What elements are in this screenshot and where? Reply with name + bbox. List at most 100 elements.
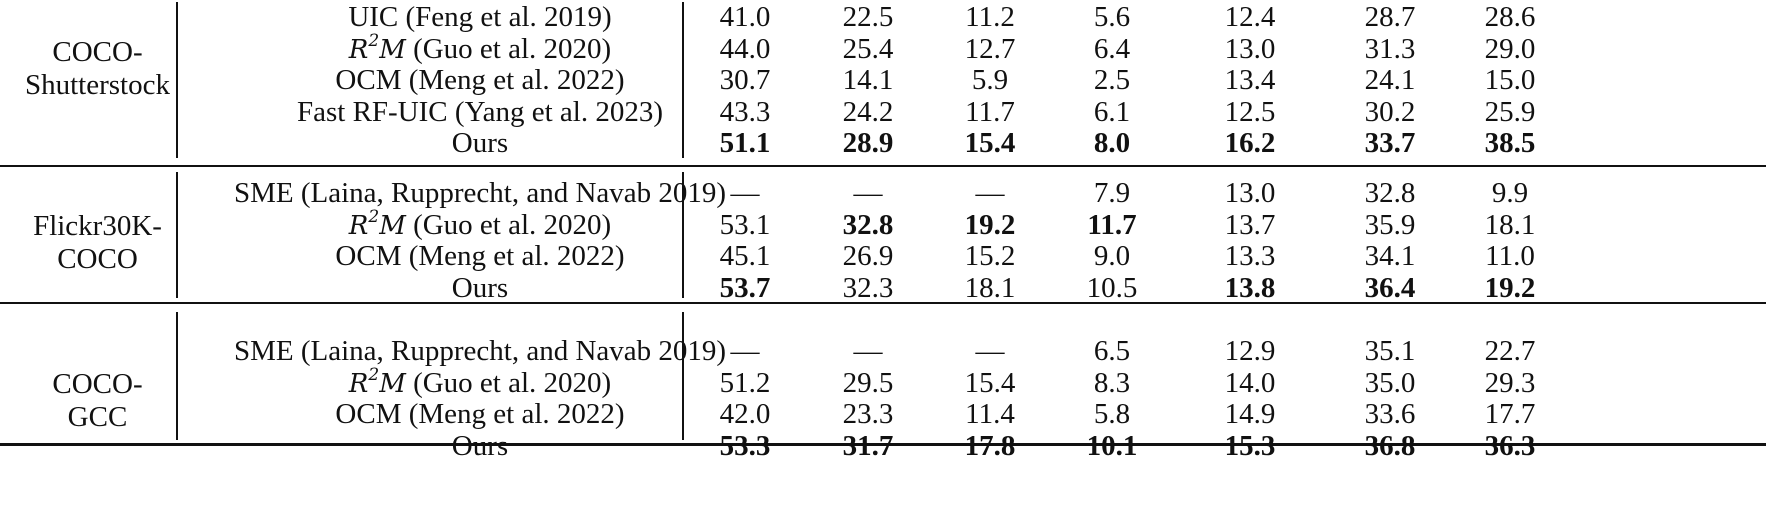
table-row: OCM (Meng et al. 2022) 45.1 26.9 15.2 9.0 13.… — [0, 239, 1766, 274]
method-name: R2M (Guo et al. 2020) — [205, 208, 755, 244]
table-row: SME (Laina, Rupprecht, and Navab 2019) — —… — [0, 334, 1766, 369]
method-name: OCM (Meng et al. 2022) — [205, 397, 755, 432]
table-row: Fast RF-UIC (Yang et al. 2023) 43.3 24.2 11… — [0, 95, 1766, 130]
column-rule — [176, 312, 178, 440]
method-citation: (Feng et al. 2019) — [398, 1, 612, 33]
group-label-line: Flickr30K- — [33, 210, 162, 242]
method-name: OCM (Meng et al. 2022) — [205, 239, 755, 274]
table-row: R2M (Guo et al. 2020) 44.0 25.4 12.7 6.4 13.0… — [0, 32, 1766, 67]
metric-cell: 22.7 — [1484, 335, 1536, 367]
method-superscript: 2 — [368, 364, 380, 385]
metric-cell: 28.9 — [842, 127, 894, 159]
metric-cell: 15.0 — [1484, 64, 1536, 96]
metric-cell: 17.8 — [964, 429, 1016, 462]
group-label-line: COCO- — [52, 36, 143, 68]
method-name: R2M (Guo et al. 2020) — [205, 32, 755, 68]
metric-cell: 25.4 — [842, 32, 894, 65]
column-rule — [682, 172, 684, 298]
group-label-line: GCC — [67, 401, 128, 433]
metric-cell: 12.7 — [964, 32, 1016, 65]
method-name: Ours — [205, 271, 755, 306]
metric-cell: 34.1 — [1364, 240, 1416, 272]
method-symbol-tail: M — [379, 368, 406, 399]
metric-cell: 6.1 — [1093, 95, 1131, 128]
method-citation: (Meng et al. 2022) — [401, 398, 625, 430]
method-citation: (Guo et al. 2020) — [405, 208, 612, 241]
metric-cell: 18.1 — [964, 271, 1016, 304]
metric-cell: 31.7 — [842, 429, 894, 462]
metric-cell: 6.5 — [1093, 335, 1131, 367]
metric-cell: 42.0 — [719, 398, 771, 430]
table-row: OCM (Meng et al. 2022) 42.0 23.3 11.4 5.8 14.… — [0, 397, 1766, 432]
metric-cell: — — [975, 335, 1005, 367]
metric-cell: 22.5 — [842, 1, 894, 33]
method-symbol-tail: M — [379, 34, 406, 65]
metric-cell: — — [730, 335, 760, 367]
method-math: R2M — [349, 366, 406, 399]
metric-cell: 5.6 — [1093, 1, 1131, 33]
metric-cell: 9.9 — [1491, 177, 1529, 209]
metric-cell: 41.0 — [719, 1, 771, 33]
metric-cell: 10.1 — [1086, 429, 1138, 462]
method-name: R2M (Guo et al. 2020) — [205, 366, 755, 402]
method-name: OCM (Meng et al. 2022) — [205, 63, 755, 98]
metric-cell: 11.4 — [965, 398, 1015, 430]
row-separator — [0, 443, 1766, 446]
table-row: OCM (Meng et al. 2022) 30.7 14.1 5.9 2.5 13.4… — [0, 63, 1766, 98]
table-row: R2M (Guo et al. 2020) 51.2 29.5 15.4 8.3 14.0… — [0, 366, 1766, 401]
method-citation: (Laina, Rupprecht, and Navab 2019) — [293, 335, 727, 367]
method-name: UIC (Feng et al. 2019) — [205, 0, 755, 35]
method-label: Ours — [451, 429, 509, 462]
metric-cell: 13.0 — [1224, 32, 1276, 65]
method-symbol-tail: M — [379, 210, 406, 241]
metric-cell: 6.4 — [1093, 32, 1131, 65]
metric-cell: 32.8 — [842, 208, 894, 241]
metric-cell: 19.2 — [1484, 271, 1536, 304]
metric-cell: 10.5 — [1086, 271, 1138, 304]
metric-cell: 32.3 — [842, 271, 894, 304]
method-label: OCM — [335, 240, 402, 272]
metric-cell: 45.1 — [719, 240, 771, 272]
method-symbol: R — [348, 210, 369, 241]
metric-cell: 51.2 — [719, 366, 771, 399]
group-label: COCO- Shutterstock — [10, 36, 185, 102]
metric-cell: 23.3 — [842, 398, 894, 430]
group-label-line: COCO- — [52, 368, 143, 400]
metric-cell: 18.1 — [1484, 208, 1536, 241]
method-name: SME (Laina, Rupprecht, and Navab 2019) — [205, 176, 755, 211]
method-citation: (Laina, Rupprecht, and Navab 2019) — [293, 177, 727, 209]
metric-cell: 53.3 — [719, 429, 771, 462]
metric-cell: 14.0 — [1224, 366, 1276, 399]
metric-cell: 35.0 — [1364, 366, 1416, 399]
metric-cell: 30.7 — [719, 64, 771, 96]
metric-cell: 7.9 — [1093, 177, 1131, 209]
method-citation: (Meng et al. 2022) — [401, 240, 625, 272]
method-name: Ours — [205, 126, 755, 161]
metric-cell: 36.8 — [1364, 429, 1416, 462]
column-rule — [176, 2, 178, 158]
metric-cell: 53.7 — [719, 271, 771, 304]
metric-cell: 36.3 — [1484, 429, 1536, 462]
method-symbol: R — [348, 34, 369, 65]
column-rule — [682, 312, 684, 440]
metric-cell: 33.6 — [1364, 398, 1416, 430]
metric-cell: 38.5 — [1484, 127, 1536, 159]
method-label: Ours — [451, 271, 509, 304]
metric-cell: 19.2 — [964, 208, 1016, 241]
metric-cell: 15.4 — [964, 127, 1016, 159]
method-math: R2M — [348, 32, 406, 65]
metric-cell: 29.3 — [1484, 366, 1536, 399]
group-label: COCO- GCC — [10, 368, 185, 434]
metric-cell: 11.7 — [965, 95, 1015, 128]
method-name: Ours — [205, 429, 755, 464]
metric-cell: 32.8 — [1364, 177, 1416, 209]
metric-cell: — — [853, 335, 883, 367]
metric-cell: — — [853, 177, 883, 209]
metric-cell: 13.3 — [1224, 240, 1276, 272]
metric-cell: 26.9 — [842, 240, 894, 272]
metric-cell: 30.2 — [1364, 95, 1416, 128]
metric-cell: 14.1 — [842, 64, 894, 96]
metric-cell: 12.9 — [1224, 335, 1276, 367]
column-rule — [176, 172, 178, 298]
